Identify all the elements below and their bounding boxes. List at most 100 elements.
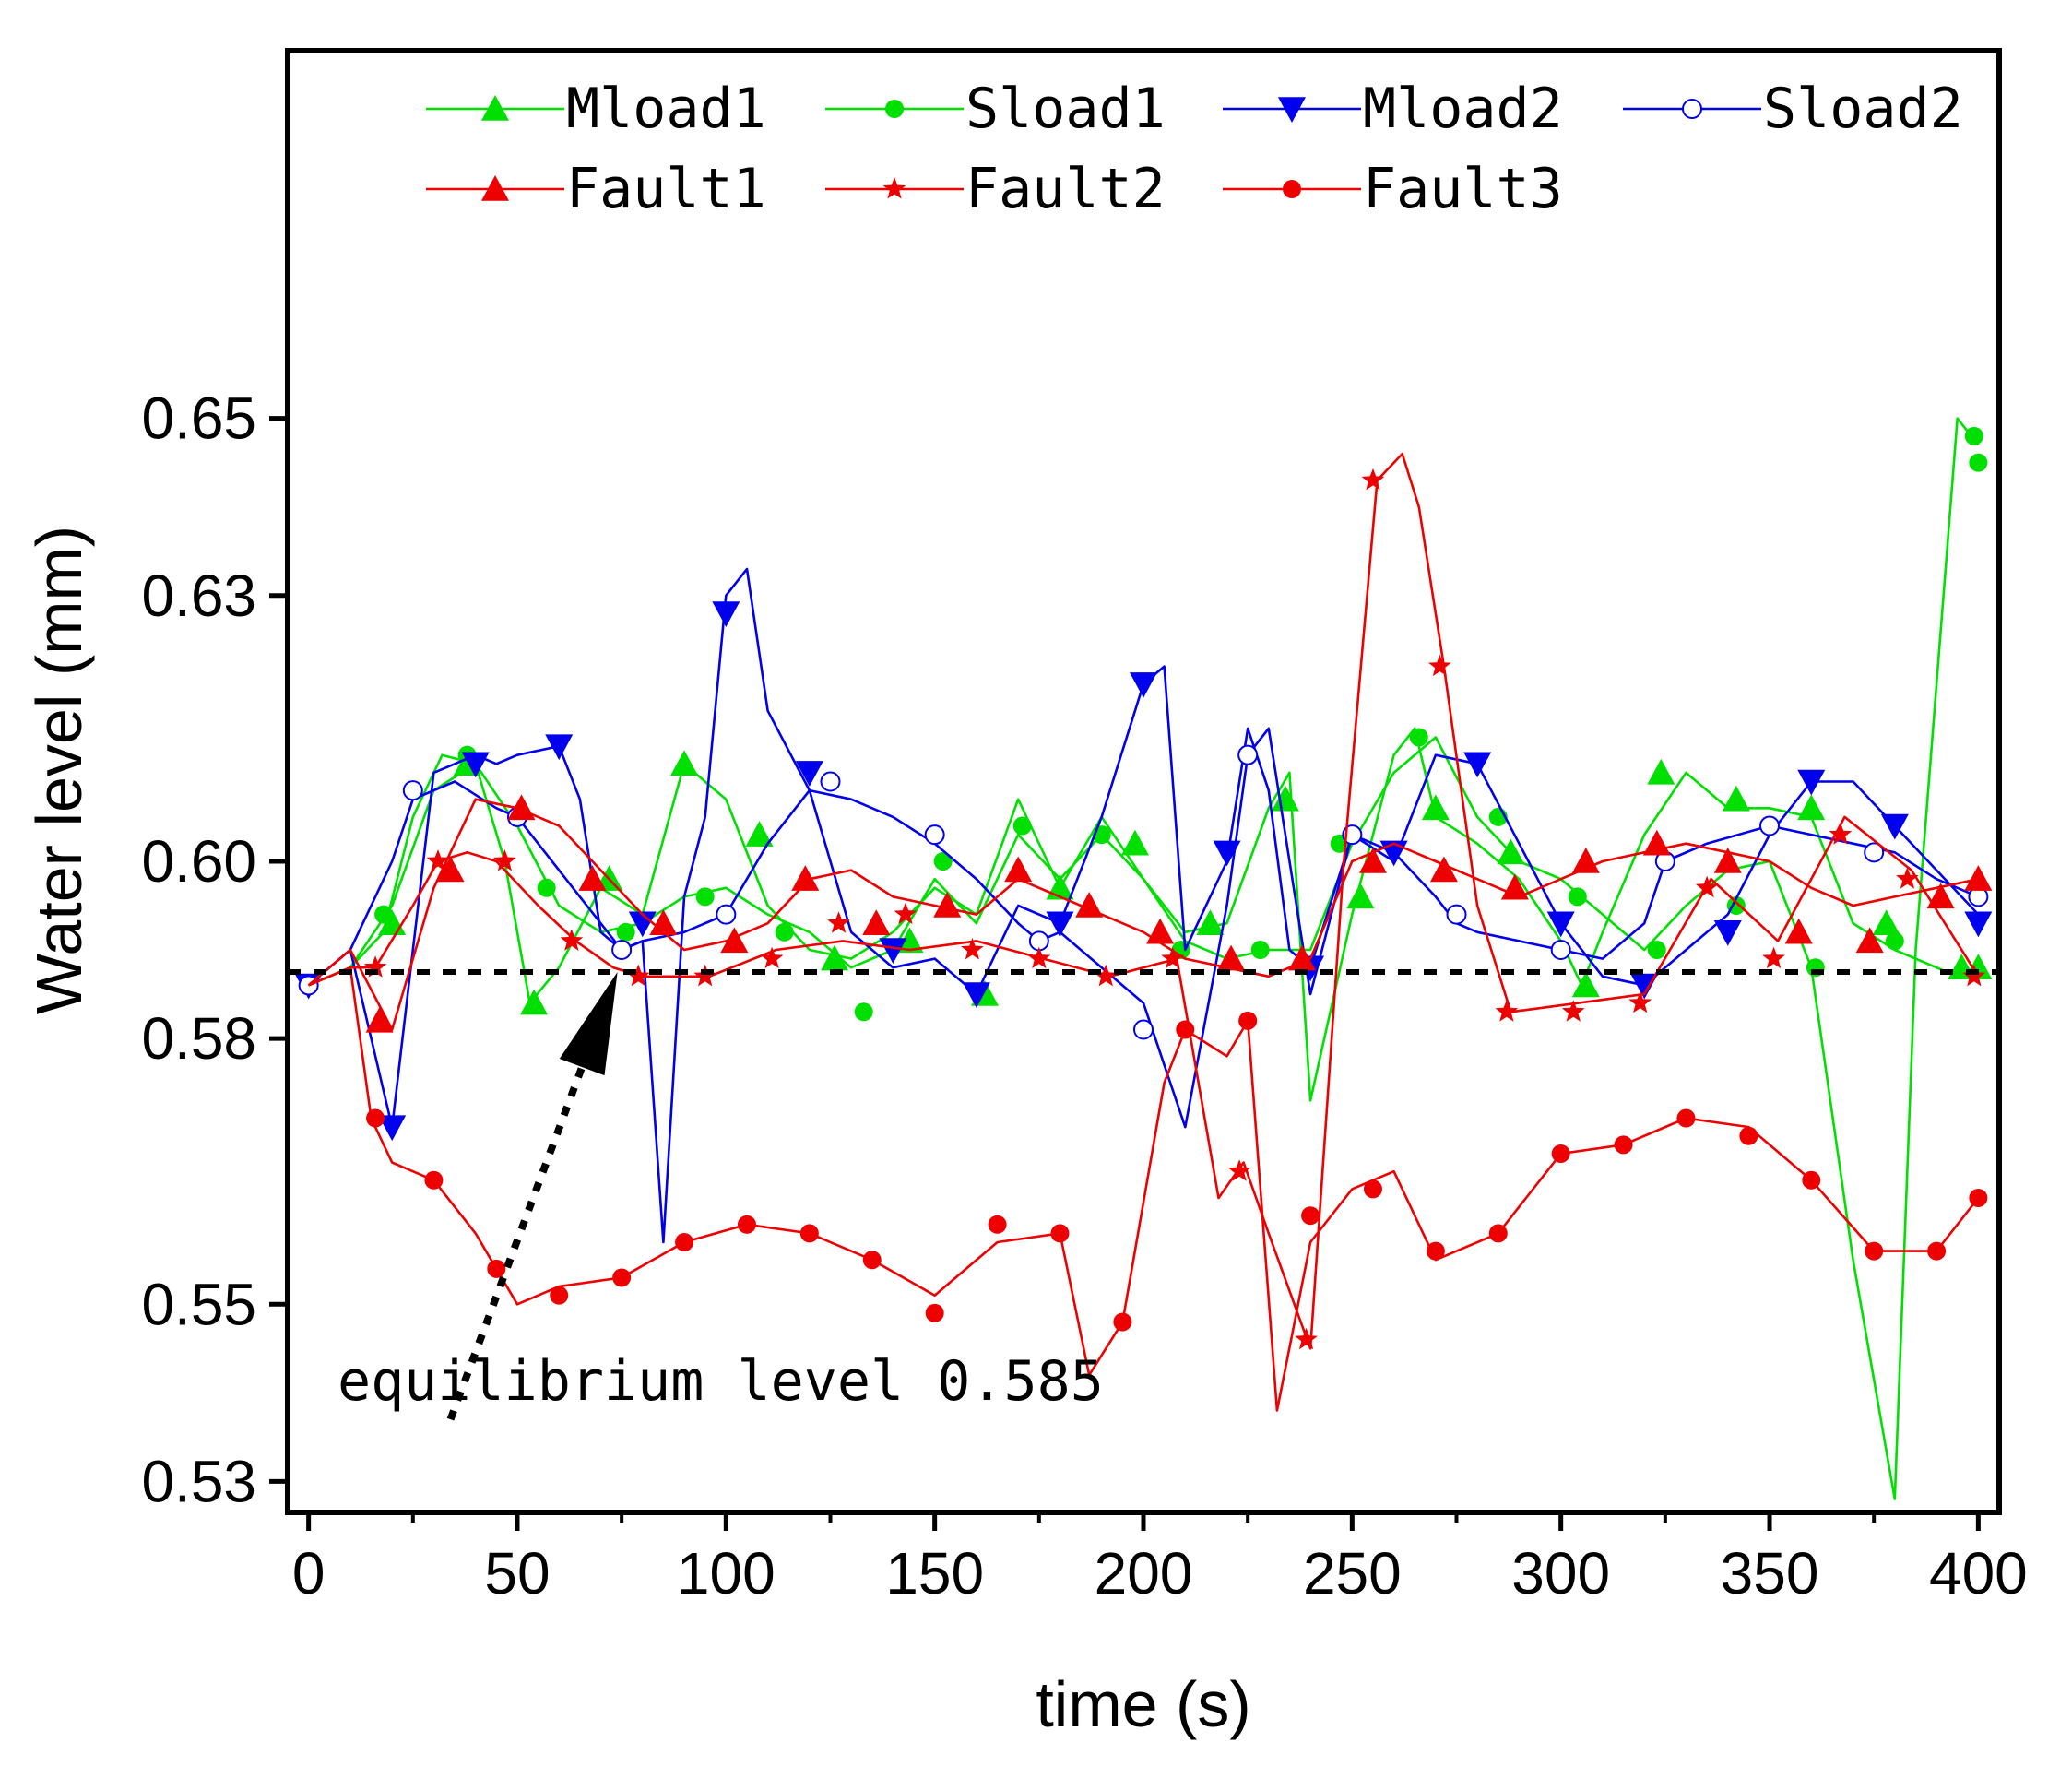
- data-point-mload1: [1722, 785, 1750, 812]
- data-point-mload2: [1046, 911, 1074, 938]
- y-tick-label: 0.55: [141, 1271, 256, 1337]
- data-point-mload1: [1196, 909, 1225, 935]
- data-point-fault2: [1094, 964, 1118, 987]
- data-point-fault2: [1962, 964, 1986, 987]
- data-point-sload2: [1550, 940, 1571, 961]
- data-point-mload2: [879, 938, 907, 965]
- data-point-mload1: [821, 944, 849, 971]
- y-tick-label: 0.65: [141, 385, 256, 452]
- data-point-fault3: [366, 1108, 385, 1128]
- data-point-fault1: [933, 891, 962, 918]
- data-point-mload2: [378, 1115, 407, 1142]
- data-point-fault1: [1784, 918, 1813, 944]
- series-line-fault1: [307, 798, 1979, 1031]
- data-point-fault1: [1358, 847, 1387, 873]
- data-point-mload2: [795, 761, 823, 787]
- data-point-mload2: [1880, 813, 1909, 840]
- data-point-sload1: [933, 851, 953, 871]
- data-point-fault2: [1628, 990, 1652, 1013]
- data-point-mload1: [670, 750, 699, 776]
- data-point-fault1: [1713, 847, 1742, 873]
- y-tick-label: 0.58: [141, 1005, 256, 1072]
- data-point-sload1: [854, 1002, 873, 1022]
- data-point-sload1: [775, 922, 794, 942]
- data-point-fault1: [1075, 891, 1104, 918]
- legend-item-fault3: Fault3: [1223, 157, 1563, 221]
- legend-item-fault2: Fault2: [825, 157, 1166, 221]
- data-point-fault2: [1495, 1000, 1519, 1022]
- legend-item-sload1: Sload1: [825, 77, 1166, 141]
- data-point-fault1: [1004, 856, 1033, 883]
- legend-item-mload1: Mload1: [426, 77, 766, 141]
- data-point-sload1: [1885, 931, 1904, 951]
- data-point-fault2: [1161, 946, 1185, 969]
- legend-swatch-marker: [1278, 97, 1306, 123]
- annotation-arrow-head: [559, 972, 618, 1076]
- x-tick-label: 300: [1511, 1540, 1610, 1606]
- series-fault2: [308, 452, 1986, 1350]
- data-point-fault1: [507, 794, 536, 821]
- legend-label: Fault3: [1363, 157, 1563, 221]
- x-tick-label: 100: [677, 1540, 776, 1606]
- data-point-sload2: [924, 824, 945, 846]
- data-point-sload1: [1726, 895, 1746, 915]
- data-point-fault3: [737, 1215, 756, 1234]
- data-point-fault1: [1288, 944, 1317, 971]
- data-point-fault2: [760, 946, 784, 969]
- data-point-fault3: [1426, 1241, 1445, 1261]
- data-point-sload2: [402, 780, 423, 801]
- data-point-sload2: [1133, 1019, 1154, 1040]
- data-point-mload2: [461, 752, 490, 778]
- data-point-mload1: [520, 989, 549, 1015]
- data-point-sload1: [1568, 887, 1587, 907]
- data-point-fault3: [925, 1303, 944, 1322]
- data-point-fault2: [827, 911, 850, 933]
- data-point-sload1: [1964, 426, 1983, 445]
- data-point-fault3: [1488, 1224, 1508, 1243]
- data-point-fault3: [1050, 1224, 1070, 1243]
- data-point-fault1: [365, 1006, 394, 1033]
- legend-swatch-marker: [885, 100, 904, 118]
- series-layer: [294, 417, 1993, 1500]
- legend-label: Fault1: [566, 157, 766, 221]
- data-point-mload2: [1964, 911, 1993, 938]
- data-point-fault3: [550, 1286, 569, 1305]
- data-point-mload2: [628, 911, 657, 938]
- data-point-fault3: [799, 1224, 819, 1243]
- data-point-fault1: [649, 909, 678, 935]
- y-axis-title: Water level (mm): [23, 526, 95, 1014]
- x-tick-label: 350: [1721, 1540, 1819, 1606]
- data-point-fault2: [961, 938, 984, 960]
- data-point-mload2: [545, 734, 574, 761]
- legend-swatch-marker: [882, 177, 906, 199]
- data-point-mload1: [895, 927, 924, 954]
- data-point-fault2: [693, 964, 716, 987]
- x-tick-label: 400: [1929, 1540, 2028, 1606]
- annotation-arrow-shaft: [446, 1065, 586, 1421]
- data-point-sload1: [1012, 816, 1032, 836]
- axes-layer: 0 50 100 150 200 250 300 350 400 0.53 0.55 0.58 0.60…: [141, 48, 2028, 1606]
- series-sload2: [298, 727, 1989, 1129]
- data-point-sload1: [695, 887, 715, 907]
- data-point-fault2: [626, 964, 650, 987]
- data-point-fault2: [560, 929, 584, 951]
- data-point-fault3: [1676, 1108, 1696, 1128]
- data-point-fault2: [1295, 1327, 1318, 1350]
- data-point-fault3: [1865, 1241, 1884, 1261]
- data-point-fault3: [424, 1170, 444, 1190]
- data-point-mload1: [1421, 794, 1450, 821]
- data-point-fault3: [675, 1233, 694, 1252]
- data-point-mload2: [1546, 911, 1575, 938]
- data-point-fault1: [578, 865, 607, 891]
- data-point-mload1: [1797, 794, 1826, 821]
- data-point-fault3: [1238, 1011, 1258, 1030]
- legend-item-sload2: Sload2: [1623, 77, 1963, 141]
- data-point-sload1: [616, 922, 635, 942]
- data-point-fault2: [363, 955, 387, 978]
- data-point-fault3: [1927, 1241, 1947, 1261]
- data-point-sload1: [374, 905, 394, 924]
- legend-swatch-marker: [481, 175, 509, 201]
- data-point-fault3: [487, 1259, 506, 1278]
- data-point-fault2: [1896, 867, 1919, 889]
